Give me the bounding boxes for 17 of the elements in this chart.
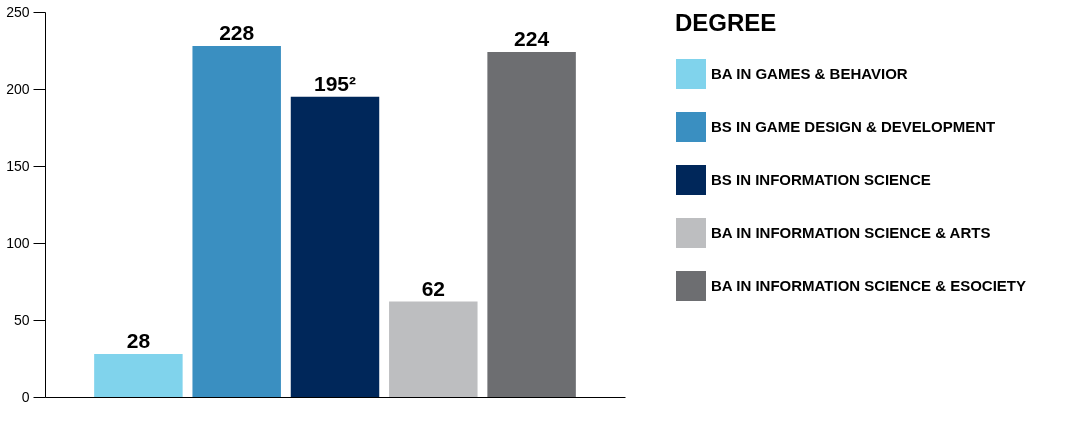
y-tick-label: 150 [6, 157, 30, 174]
y-tick-label: 200 [6, 80, 30, 97]
data-label: 228 [219, 20, 255, 44]
y-tick-label: 0 [21, 388, 30, 405]
y-tick-label: 50 [13, 311, 30, 328]
data-label: 62 [421, 276, 445, 300]
legend-label: BA IN GAMES & BEHAVIOR [711, 65, 908, 82]
legend-title: DEGREE [675, 9, 777, 36]
data-label: 28 [126, 328, 151, 352]
data-label: 224 [514, 27, 550, 51]
legend-label: BS IN GAME DESIGN & DEVELOPMENT [711, 118, 996, 135]
legend-label: BS IN INFORMATION SCIENCE [711, 171, 931, 188]
data-label: 195² [313, 71, 357, 95]
y-tick-label: 100 [6, 234, 30, 251]
legend-label: BA IN INFORMATION SCIENCE & ESOCIETY [711, 277, 1027, 294]
y-tick-label: 250 [6, 3, 30, 20]
legend-label: BA IN INFORMATION SCIENCE & ARTS [711, 224, 991, 241]
